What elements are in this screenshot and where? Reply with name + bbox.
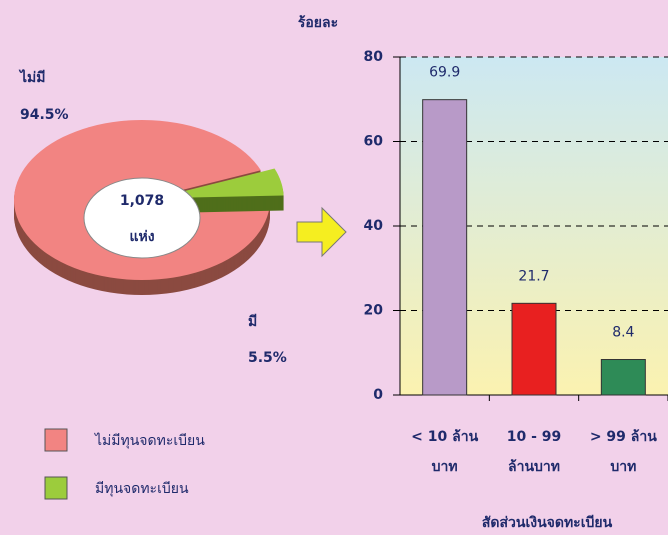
y-tick-label: 60 [364,134,384,150]
x-tick-label: > 99 ล้าน [590,429,657,445]
x-tick-label: บาท [610,459,636,475]
x-tick-label: ล้านบาท [508,459,560,475]
slice-label: มี [248,314,257,330]
y-tick-label: 20 [364,303,384,319]
data-label: 8.4 [612,325,634,341]
slice-value-label: 5.5% [248,350,287,366]
y-tick-label: 40 [364,218,384,234]
center-text: แห่ง [129,229,154,245]
arrow [296,206,347,258]
x-tick-label: บาท [432,459,458,475]
legend-label: ไม่มีทุนจดทะเบียน [94,432,205,449]
center-text: 1,078 [120,193,164,209]
bar [600,359,646,396]
x-tick-label: 10 - 99 [507,429,562,445]
x-tick-label: < 10 ล้าน [411,429,478,445]
bar [422,99,468,396]
y-axis-label: ร้อยละ [298,15,338,31]
x-axis-label: สัดส่วนเงินจดทะเบียน [482,515,613,531]
data-label: 69.9 [429,65,460,81]
legend-swatch [44,476,68,500]
legend-label: มีทุนจดทะเบียน [95,481,189,497]
y-tick-label: 0 [373,387,383,403]
slice-value-label: 94.5% [20,107,69,123]
data-label: 21.7 [518,268,549,284]
slice [155,168,284,199]
bar [511,302,557,396]
slice-label: ไม่มี [18,68,46,86]
y-tick-label: 80 [364,49,384,65]
legend-swatch [44,428,68,452]
center-disc [83,177,201,259]
